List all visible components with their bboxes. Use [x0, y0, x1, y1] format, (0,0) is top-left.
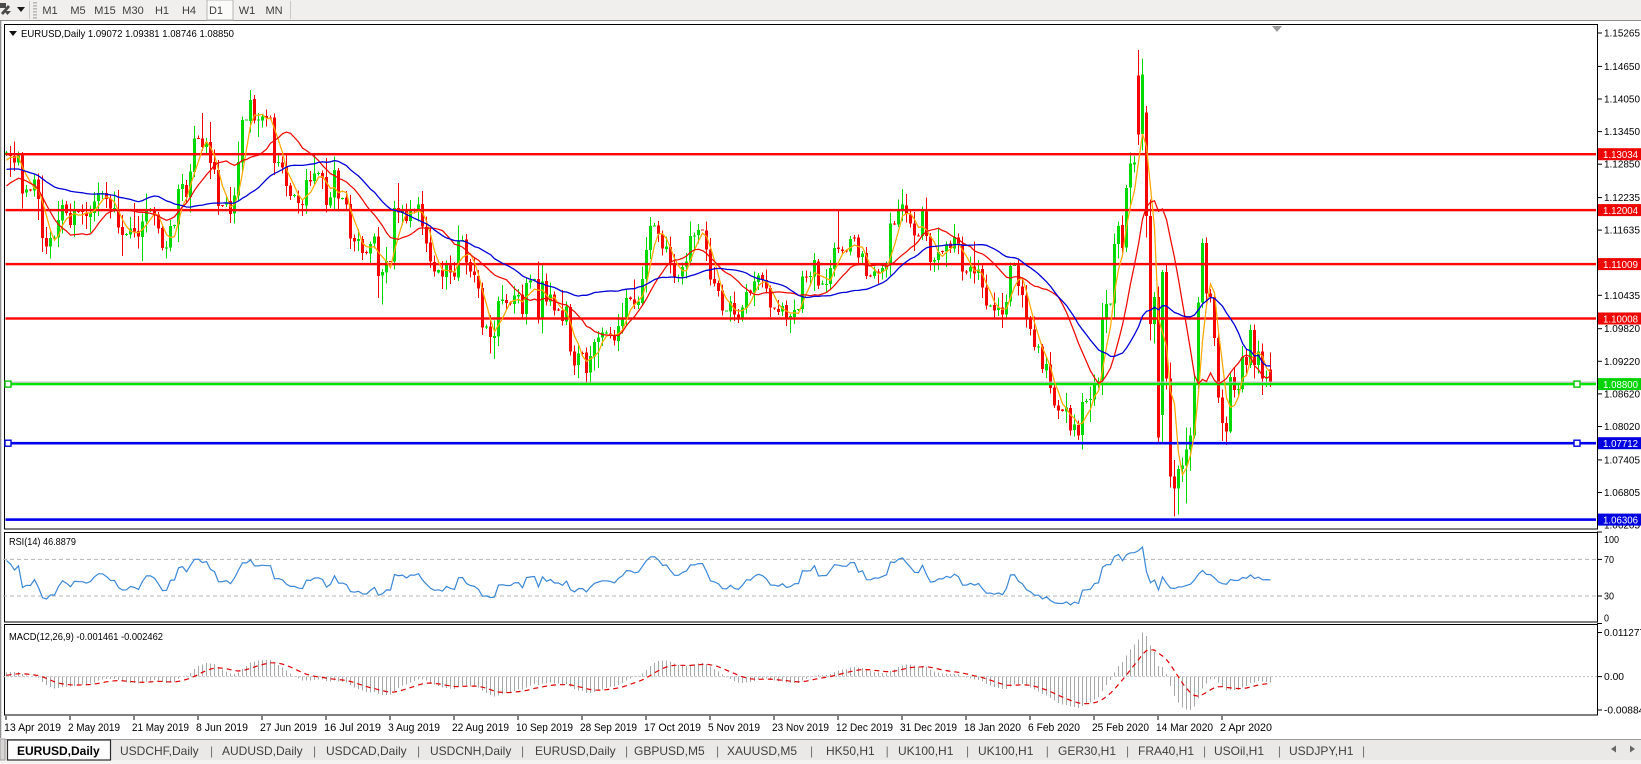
- svg-text:|: |: [1046, 744, 1049, 758]
- svg-text:100: 100: [1604, 534, 1619, 546]
- svg-text:M30: M30: [122, 5, 143, 17]
- svg-text:|: |: [1203, 744, 1206, 758]
- svg-text:1.09220: 1.09220: [1604, 356, 1640, 368]
- svg-text:5 Nov 2019: 5 Nov 2019: [708, 722, 760, 734]
- svg-text:FRA40,H1: FRA40,H1: [1138, 744, 1194, 758]
- svg-text:XAUUSD,M5: XAUUSD,M5: [727, 744, 797, 758]
- svg-text:MACD(12,26,9) -0.001461 -0.002: MACD(12,26,9) -0.001461 -0.002462: [9, 631, 163, 643]
- svg-text:27 Jun 2019: 27 Jun 2019: [260, 722, 317, 734]
- svg-text:1.08620: 1.08620: [1604, 388, 1640, 400]
- svg-text:EURUSD,Daily: EURUSD,Daily: [17, 744, 100, 758]
- svg-text:13 Apr 2019: 13 Apr 2019: [4, 722, 61, 734]
- svg-text:UK100,H1: UK100,H1: [898, 744, 954, 758]
- svg-text:1.13450: 1.13450: [1604, 126, 1640, 138]
- svg-text:12 Dec 2019: 12 Dec 2019: [836, 722, 893, 734]
- svg-text:16 Jul 2019: 16 Jul 2019: [324, 722, 381, 734]
- svg-text:1.09820: 1.09820: [1604, 323, 1640, 335]
- svg-text:8 Jun 2019: 8 Jun 2019: [196, 722, 248, 734]
- svg-text:1.10008: 1.10008: [1603, 314, 1638, 326]
- svg-text:|: |: [1362, 744, 1365, 758]
- svg-text:1.07712: 1.07712: [1603, 438, 1638, 450]
- svg-text:GER30,H1: GER30,H1: [1058, 744, 1116, 758]
- svg-text:1.08800: 1.08800: [1603, 379, 1638, 391]
- svg-text:14 Mar 2020: 14 Mar 2020: [1156, 722, 1213, 734]
- svg-text:23 Nov 2019: 23 Nov 2019: [772, 722, 829, 734]
- svg-text:|: |: [313, 744, 316, 758]
- svg-text:1.06306: 1.06306: [1603, 515, 1638, 527]
- svg-text:1.06805: 1.06805: [1604, 487, 1640, 499]
- svg-text:W1: W1: [239, 5, 256, 17]
- svg-text:USOil,H1: USOil,H1: [1214, 744, 1264, 758]
- svg-text:H1: H1: [155, 5, 169, 17]
- svg-text:1.14050: 1.14050: [1604, 94, 1640, 106]
- svg-text:0: 0: [1604, 613, 1609, 625]
- svg-text:USDCHF,Daily: USDCHF,Daily: [120, 744, 199, 758]
- svg-text:|: |: [966, 744, 969, 758]
- svg-text:2 May 2019: 2 May 2019: [68, 722, 120, 734]
- svg-text:D1: D1: [209, 5, 223, 17]
- svg-text:|: |: [417, 744, 420, 758]
- svg-text:21 May 2019: 21 May 2019: [132, 722, 189, 734]
- svg-text:|: |: [886, 744, 889, 758]
- svg-text:3 Aug 2019: 3 Aug 2019: [388, 722, 440, 734]
- svg-text:1.14650: 1.14650: [1604, 61, 1640, 73]
- svg-text:1.11635: 1.11635: [1604, 225, 1640, 237]
- svg-text:|: |: [210, 744, 213, 758]
- svg-text:UK100,H1: UK100,H1: [978, 744, 1034, 758]
- svg-text:AUDUSD,Daily: AUDUSD,Daily: [222, 744, 303, 758]
- svg-text:MN: MN: [265, 5, 282, 17]
- svg-text:|: |: [810, 744, 813, 758]
- svg-text:25 Feb 2020: 25 Feb 2020: [1092, 722, 1149, 734]
- svg-text:1.07405: 1.07405: [1604, 454, 1640, 466]
- svg-text:RSI(14) 46.8879: RSI(14) 46.8879: [9, 536, 76, 548]
- svg-text:GBPUSD,M5: GBPUSD,M5: [634, 744, 705, 758]
- svg-text:USDJPY,H1: USDJPY,H1: [1289, 744, 1354, 758]
- svg-text:2 Apr 2020: 2 Apr 2020: [1220, 722, 1272, 734]
- svg-text:6 Feb 2020: 6 Feb 2020: [1028, 722, 1080, 734]
- svg-text:31 Dec 2019: 31 Dec 2019: [900, 722, 957, 734]
- svg-text:10 Sep 2019: 10 Sep 2019: [516, 722, 573, 734]
- svg-text:1.15265: 1.15265: [1604, 28, 1640, 40]
- svg-text:|: |: [1126, 744, 1129, 758]
- svg-text:18 Jan 2020: 18 Jan 2020: [964, 722, 1021, 734]
- svg-text:1.11009: 1.11009: [1603, 259, 1638, 271]
- svg-text:|: |: [716, 744, 719, 758]
- svg-text:1.12235: 1.12235: [1604, 192, 1640, 204]
- svg-text:1.12004: 1.12004: [1603, 205, 1638, 217]
- svg-text:EURUSD,Daily: EURUSD,Daily: [535, 744, 616, 758]
- svg-text:22 Aug 2019: 22 Aug 2019: [452, 722, 509, 734]
- svg-text:H4: H4: [182, 5, 196, 17]
- svg-text:|: |: [625, 744, 628, 758]
- svg-text:EURUSD,Daily 1.09072 1.09381: EURUSD,Daily 1.09072 1.09381 1.08746 1.0…: [21, 28, 234, 40]
- svg-text:|: |: [521, 744, 524, 758]
- svg-text:HK50,H1: HK50,H1: [826, 744, 875, 758]
- svg-text:|: |: [1278, 744, 1281, 758]
- svg-text:-0.008845: -0.008845: [1604, 705, 1641, 717]
- svg-text:USDCAD,Daily: USDCAD,Daily: [326, 744, 407, 758]
- svg-text:28 Sep 2019: 28 Sep 2019: [580, 722, 637, 734]
- svg-text:M15: M15: [94, 5, 115, 17]
- svg-text:1.10435: 1.10435: [1604, 290, 1640, 302]
- svg-text:1.13034: 1.13034: [1603, 149, 1638, 161]
- svg-text:USDCNH,Daily: USDCNH,Daily: [430, 744, 511, 758]
- svg-text:0.00: 0.00: [1604, 671, 1624, 683]
- svg-text:M1: M1: [42, 5, 57, 17]
- svg-text:17 Oct 2019: 17 Oct 2019: [644, 722, 701, 734]
- svg-text:1.08020: 1.08020: [1604, 421, 1640, 433]
- svg-text:M5: M5: [70, 5, 85, 17]
- svg-text:0.011277: 0.011277: [1604, 627, 1641, 639]
- svg-text:1.12850: 1.12850: [1604, 159, 1640, 171]
- svg-text:70: 70: [1604, 554, 1614, 566]
- svg-text:30: 30: [1604, 591, 1614, 603]
